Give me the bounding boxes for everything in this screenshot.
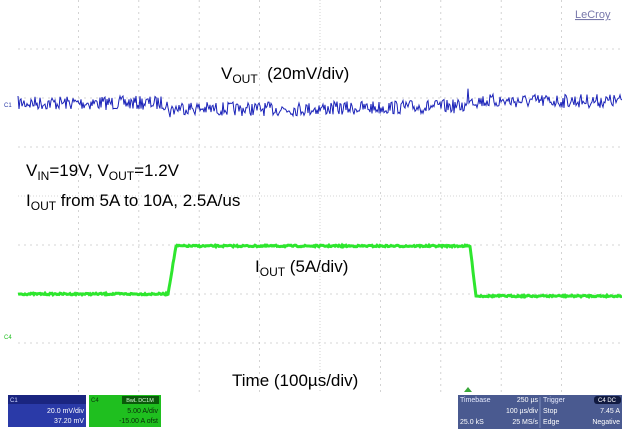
c4-scale: 5.00 A/div: [127, 408, 158, 415]
timebase-trigger-panel[interactable]: Timebase 250 µs 100 µs/div 25.0 kS 25 MS…: [458, 395, 622, 429]
trigger-slope: Negative: [592, 419, 620, 426]
c1-marker: C1: [4, 103, 12, 109]
trigger-position-marker: [464, 387, 472, 392]
trigger-mode: Stop: [543, 408, 558, 415]
vout-label: VOUT (20mV/div): [221, 64, 349, 86]
vout-trace: [17, 88, 622, 118]
c1-settings-box[interactable]: C1 20.0 mV/div 37.20 mV: [8, 395, 86, 427]
c4-settings-box[interactable]: C4 BwL DC1M 5.00 A/div -15.00 A ofst: [89, 395, 161, 427]
trigger-type: Edge: [543, 419, 559, 426]
iout-trace: [17, 242, 622, 300]
c4-coupling: BwL DC1M: [126, 398, 154, 404]
timebase-span: 25.0 kS: [460, 419, 484, 426]
timebase-per-div: 100 µs/div: [506, 408, 539, 415]
status-bar: C1 20.0 mV/div 37.20 mV C4 BwL DC1M 5.00…: [8, 387, 622, 429]
trigger-label: Trigger: [543, 397, 566, 404]
c1-title: C1: [10, 398, 18, 404]
timebase-rate: 25 MS/s: [512, 419, 538, 426]
iout-label: IOUT (5A/div): [255, 257, 348, 279]
time-label: Time (100µs/div): [232, 371, 358, 390]
conditions-line-2: IOUT from 5A to 10A, 2.5A/us: [26, 191, 240, 213]
c4-marker: C4: [4, 335, 12, 341]
lecroy-logo: LeCroy: [575, 9, 611, 21]
trigger-channels: C4 DC: [598, 398, 617, 404]
c1-offset: 37.20 mV: [54, 418, 84, 425]
c4-title: C4: [91, 398, 99, 404]
trigger-level: 7.45 A: [600, 408, 620, 415]
c1-scale: 20.0 mV/div: [47, 408, 84, 415]
conditions-line-1: VIN=19V, VOUT=1.2V: [26, 161, 180, 183]
c4-offset: -15.00 A ofst: [119, 418, 158, 425]
timebase-label: Timebase: [460, 397, 491, 404]
timebase-delay: 250 µs: [517, 397, 539, 404]
